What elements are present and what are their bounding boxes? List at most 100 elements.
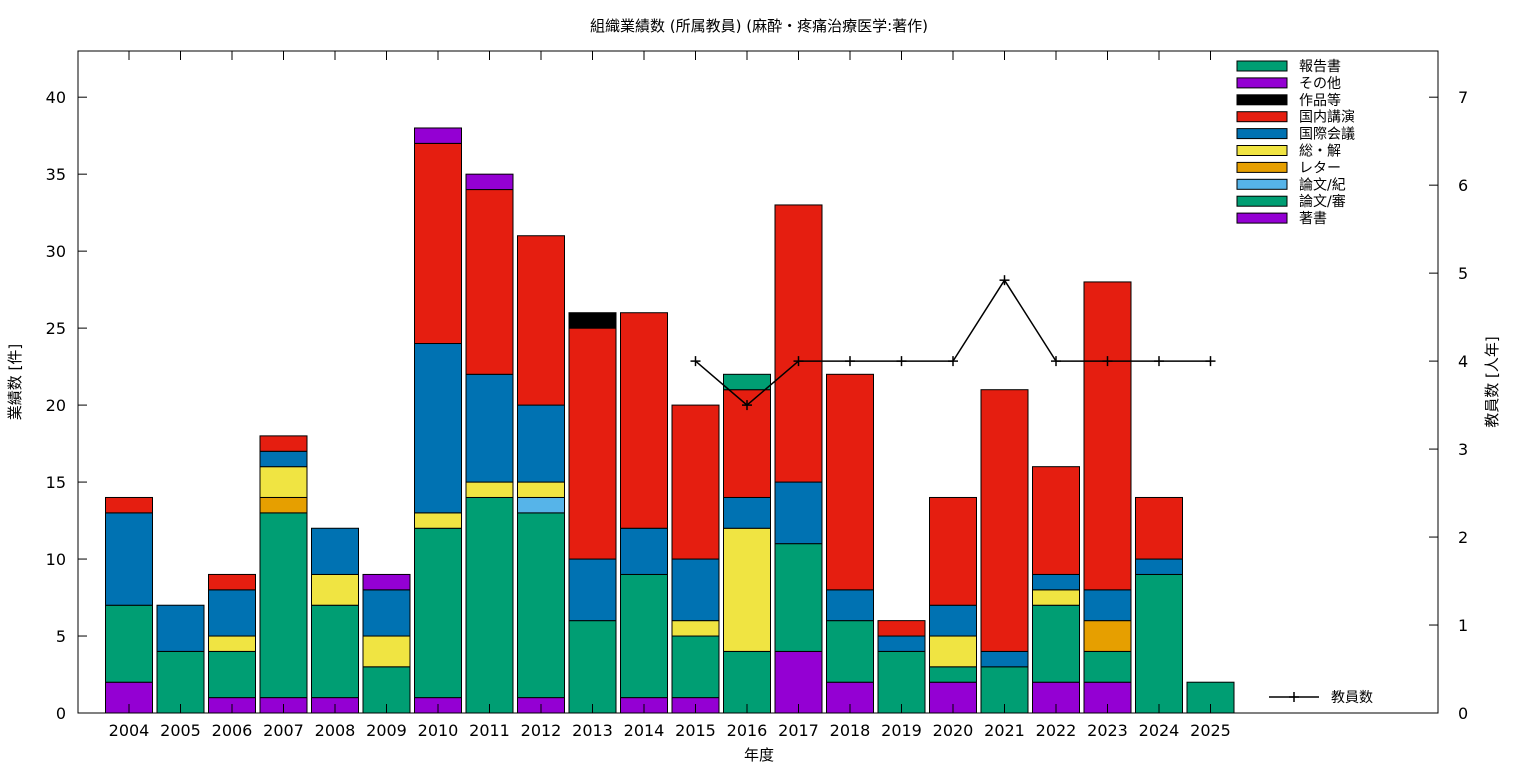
bar-segment-2022-s1 xyxy=(1032,604,1080,683)
legend-swatch xyxy=(1236,94,1288,106)
bar-segment-2021-s6 xyxy=(980,389,1029,652)
bar-segment-2011-s8 xyxy=(465,173,514,191)
bar-segment-2015-s5 xyxy=(671,558,720,622)
y2-tick-label: 5 xyxy=(1458,264,1468,283)
line-point-2024 xyxy=(1154,356,1164,367)
bar-segment-2014-s6 xyxy=(620,312,668,529)
x-axis: 2004 2005 2006 2007 2008 2009 2010 2011 2012 2013… xyxy=(109,51,1231,740)
bar-segment-2017-s1 xyxy=(774,543,823,652)
bar-segment-2024-s1 xyxy=(1135,573,1183,714)
bar-segment-2006-s6 xyxy=(208,573,256,591)
y-tick-label: 20 xyxy=(46,396,66,415)
legend-label: レター xyxy=(1299,160,1341,176)
y-tick-label: 40 xyxy=(46,88,66,107)
y-tick-label: 35 xyxy=(46,165,66,184)
bar-segment-2007-s4 xyxy=(259,466,308,498)
legend-item-5: 総・解 xyxy=(1236,144,1341,160)
legend-swatch xyxy=(1236,145,1288,156)
bar-segment-2020-s1 xyxy=(929,666,977,683)
bars-layer xyxy=(105,127,1235,714)
x-tick-label: 2006 xyxy=(212,721,253,740)
x-tick-label: 2009 xyxy=(366,721,407,740)
x-tick-label: 2024 xyxy=(1139,721,1180,740)
bar-segment-2023-s6 xyxy=(1083,281,1132,591)
line-point-2025 xyxy=(1205,356,1216,367)
y2-tick-label: 6 xyxy=(1458,176,1468,195)
y2-tick-label: 7 xyxy=(1458,88,1468,107)
bar-segment-2006-s4 xyxy=(208,635,256,652)
x-tick-label: 2011 xyxy=(469,721,510,740)
bar-segment-2008-s4 xyxy=(311,573,359,606)
x-tick-label: 2004 xyxy=(109,721,150,740)
bar-segment-2012-s6 xyxy=(517,235,565,406)
bar-segment-2012-s5 xyxy=(517,404,565,483)
legend-item-8: 論文/審 xyxy=(1236,194,1346,210)
x-tick-label: 2007 xyxy=(263,721,304,740)
bar-segment-2008-s5 xyxy=(311,527,359,575)
y2-tick-label: 4 xyxy=(1458,352,1468,371)
bar-segment-2015-s6 xyxy=(671,404,720,560)
x-tick-label: 2013 xyxy=(572,721,613,740)
bar-segment-2005-s1 xyxy=(156,650,205,714)
bar-segment-2022-s6 xyxy=(1032,466,1080,575)
y-tick-label: 30 xyxy=(46,242,66,261)
x-tick-label: 2023 xyxy=(1087,721,1128,740)
bar-segment-2010-s1 xyxy=(414,527,462,699)
bar-segment-2020-s4 xyxy=(929,635,977,668)
y-tick-label: 5 xyxy=(56,627,66,646)
bar-segment-2017-s5 xyxy=(774,481,823,545)
legend-swatch xyxy=(1236,195,1288,207)
legend-item-4: 国際会議 xyxy=(1236,126,1355,143)
bar-segment-2010-s5 xyxy=(414,343,462,514)
line-series-path xyxy=(695,278,1211,407)
legend-label: 報告書 xyxy=(1299,59,1341,75)
legend-swatch xyxy=(1236,128,1288,140)
bar-segment-2011-s4 xyxy=(465,481,514,498)
bar-segment-2021-s5 xyxy=(980,650,1029,668)
legend-swatch xyxy=(1236,111,1288,123)
x-tick-label: 2008 xyxy=(315,721,356,740)
x-tick-label: 2021 xyxy=(984,721,1025,740)
bar-segment-2004-s5 xyxy=(105,512,153,606)
legend-swatch xyxy=(1236,77,1288,89)
line-point-2019 xyxy=(896,356,907,367)
bar-segment-2016-s5 xyxy=(723,496,771,529)
y2-tick-label: 2 xyxy=(1458,528,1468,547)
bar-segment-2007-s6 xyxy=(259,435,308,452)
y-tick-label: 10 xyxy=(46,550,66,569)
bar-segment-2009-s5 xyxy=(362,589,411,637)
line-point-2016 xyxy=(742,400,752,411)
y-tick-label: 25 xyxy=(46,319,66,338)
legend-label: 総・解 xyxy=(1299,144,1341,160)
bar-segment-2024-s5 xyxy=(1135,558,1183,575)
bar-segment-2019-s5 xyxy=(877,635,926,652)
bar-segment-2010-s8 xyxy=(414,127,462,144)
bar-segment-2015-s1 xyxy=(671,635,720,699)
legend-item-2: 作品等 xyxy=(1236,92,1341,109)
y-tick-label: 15 xyxy=(46,473,66,492)
x-tick-label: 2012 xyxy=(521,721,562,740)
bar-segment-2007-s5 xyxy=(259,450,308,468)
legend-item-1: その他 xyxy=(1236,76,1341,92)
legend-swatch xyxy=(1236,60,1288,72)
bar-segment-2009-s8 xyxy=(362,573,411,591)
y2-tick-label: 3 xyxy=(1458,440,1468,459)
bar-segment-2018-s6 xyxy=(826,373,874,591)
bar-segment-2017-s0 xyxy=(774,650,823,714)
y2-tick-label: 1 xyxy=(1458,616,1468,635)
line-point-2020 xyxy=(948,356,958,367)
bar-segment-2020-s5 xyxy=(929,604,977,637)
line-point-2017 xyxy=(793,356,804,367)
bar-segment-2010-s6 xyxy=(414,142,462,345)
bar-segment-2013-s7 xyxy=(568,312,617,329)
line-point-2023 xyxy=(1102,356,1113,367)
bar-segment-2022-s0 xyxy=(1032,681,1080,714)
bar-segment-2004-s1 xyxy=(105,604,153,683)
legend-label: 国際会議 xyxy=(1299,126,1355,143)
bar-segment-2020-s6 xyxy=(929,496,977,606)
bar-segment-2006-s1 xyxy=(208,650,256,699)
y-axis-left: 0 5 10 15 20 25 30 35 40 xyxy=(46,88,87,723)
legend-label: 著書 xyxy=(1299,211,1327,227)
line-point-2018 xyxy=(845,356,855,367)
